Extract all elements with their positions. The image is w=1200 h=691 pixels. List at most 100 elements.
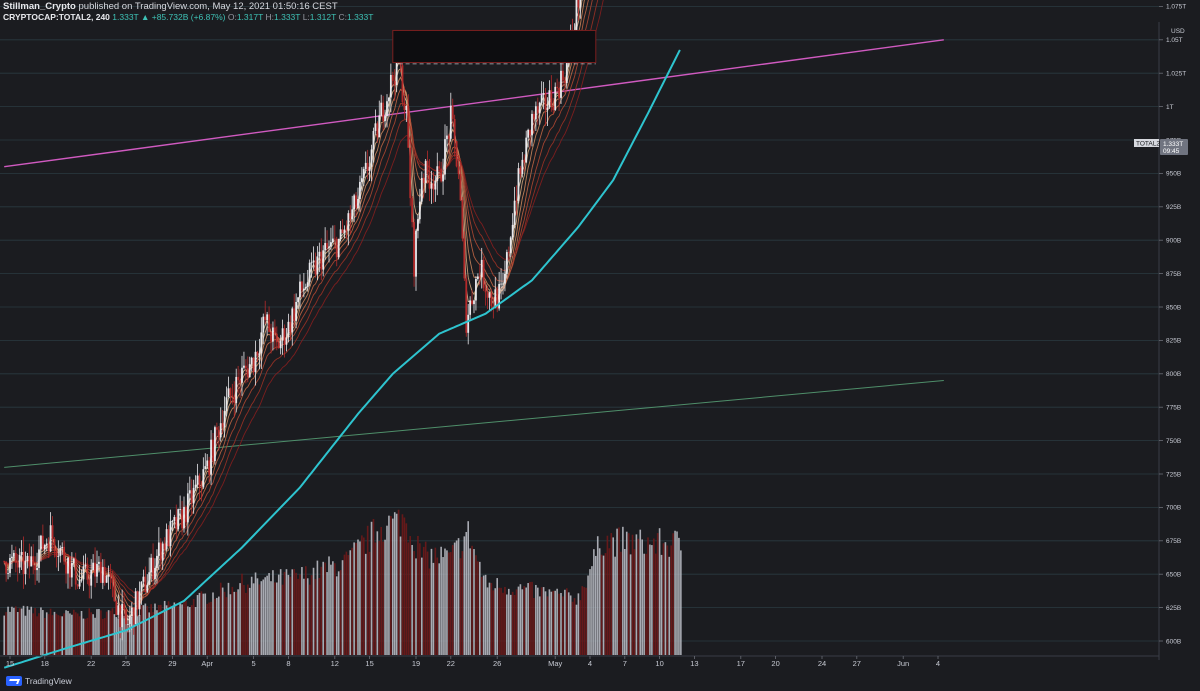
candle-down (293, 308, 296, 321)
volume-bar (506, 594, 508, 655)
volume-bar (28, 609, 31, 655)
time-tick-label: May (548, 659, 562, 668)
volume-bar (585, 587, 587, 655)
candle-up (513, 200, 516, 225)
candle-up (430, 183, 433, 189)
volume-bar (314, 579, 317, 655)
volume-bar (591, 566, 593, 655)
volume-bar (631, 534, 634, 655)
volume-bar (239, 583, 241, 655)
candle-up (291, 308, 294, 333)
volume-bar (277, 574, 280, 655)
candle-down (14, 552, 17, 563)
volume-bar (214, 598, 216, 655)
volume-bar (289, 576, 292, 655)
price-badge-countdown: 09:45 (1163, 148, 1180, 155)
high-label: H: (265, 12, 275, 22)
candle-down (438, 166, 441, 169)
volume-bar (156, 610, 158, 655)
volume-bar (111, 608, 114, 655)
volume-bar (254, 572, 257, 655)
volume-bar (606, 535, 609, 655)
volume-bar (334, 563, 336, 655)
volume-bar (477, 561, 479, 655)
candle-down (471, 300, 473, 305)
ema-ribbon-line (3, 0, 589, 611)
trendline-green-lower[interactable] (4, 379, 944, 468)
tradingview-logo[interactable]: TradingView (6, 676, 72, 686)
candle-up (59, 547, 62, 556)
candle-down (289, 321, 292, 333)
candle-down (5, 561, 8, 574)
volume-bar (473, 549, 475, 655)
volume-bar (558, 593, 560, 655)
volume-bar (235, 591, 237, 655)
volume-bar (73, 609, 75, 655)
candle-up (531, 113, 533, 136)
price-tick-label: 775B (1166, 405, 1181, 412)
candle-up (579, 0, 582, 8)
candle-up (206, 460, 209, 467)
candle-up (196, 475, 199, 485)
time-tick-label: 25 (122, 659, 130, 668)
candle-up (204, 466, 207, 470)
volume-bar (341, 560, 344, 655)
volume-bar (475, 555, 477, 655)
volume-bar (386, 525, 388, 655)
close-label: C: (338, 12, 347, 22)
price-tick-label: 1.025T (1166, 71, 1186, 78)
candle-down (144, 576, 147, 592)
volume-bar (154, 603, 156, 655)
author-name[interactable]: Stillman_Crypto (3, 1, 76, 12)
volume-bar (299, 574, 301, 655)
volume-bar (413, 551, 415, 655)
trendlines[interactable] (4, 0, 944, 468)
low-value: 1.312T (309, 12, 337, 22)
candle-down (457, 166, 460, 175)
volume-bar (326, 572, 328, 655)
volume-bar (30, 606, 33, 655)
volume-bar (363, 537, 365, 655)
volume-bar (129, 615, 131, 655)
long-moving-average-line (3, 49, 681, 669)
volume-bar (380, 526, 382, 655)
candle-down (233, 396, 236, 403)
volume-bar (283, 571, 286, 655)
candle-down (507, 252, 510, 253)
volume-bar (3, 615, 5, 655)
volume-bar (47, 614, 50, 655)
volume-bar (479, 561, 481, 655)
resistance-box[interactable] (392, 29, 597, 64)
candle-up (372, 130, 375, 150)
candle-up (254, 351, 257, 373)
volume-bar (32, 613, 34, 655)
price-tick-label: 800B (1166, 371, 1181, 378)
volume-bar (305, 566, 307, 655)
candle-down (217, 429, 220, 438)
time-tick-label: 10 (655, 659, 663, 668)
volume-bar (109, 610, 112, 655)
symbol-name[interactable]: CRYPTOCAP:TOTAL2, 240 (3, 12, 110, 22)
price-axis[interactable]: 600B 625B 650B 675B 700B 725B 750B 775B 800B 825B… (1159, 0, 1186, 645)
candle-up (295, 301, 298, 321)
candle-down (563, 80, 566, 84)
candle-down (16, 562, 19, 568)
time-tick-label: 29 (168, 659, 176, 668)
time-axis[interactable]: 15 18 22 25 29 Apr 5 8 12 15 19 22 26 May 4 7 10 13 17 20 24… (6, 656, 940, 668)
candle-up (511, 224, 514, 238)
volume-bar (457, 538, 460, 655)
candle-up (378, 115, 381, 138)
candle-down (519, 168, 522, 174)
volume-bar (237, 589, 239, 655)
candle-down (239, 380, 241, 383)
drawing-annotations[interactable] (392, 0, 729, 65)
volume-bar (140, 605, 143, 655)
trendline-pink-mid[interactable] (4, 39, 944, 168)
candle-down (273, 327, 276, 334)
volume-bar (167, 601, 170, 655)
candle-up (260, 332, 263, 354)
candle-up (473, 300, 475, 305)
publish-info: Stillman_Crypto published on TradingView… (3, 1, 338, 12)
volume-bar (200, 591, 203, 655)
